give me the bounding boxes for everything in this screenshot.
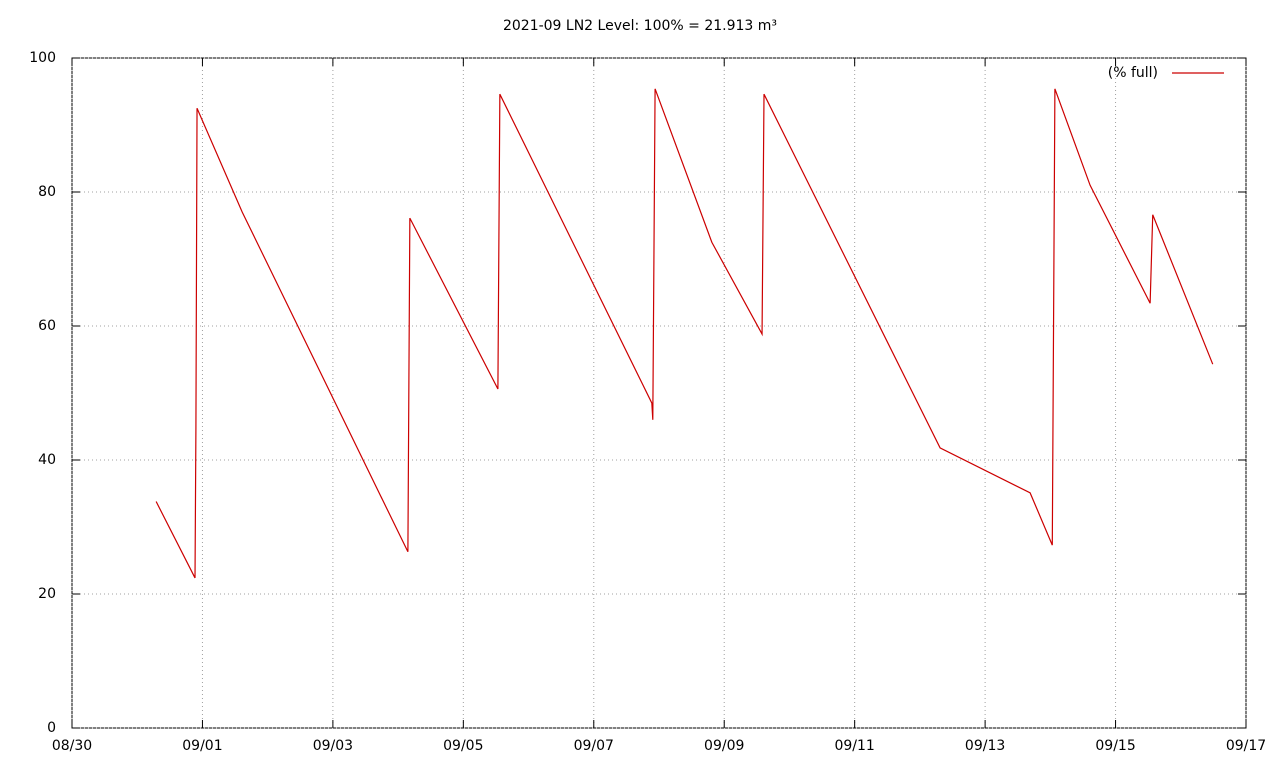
plot-frame <box>71 57 1247 729</box>
x-tick-label: 09/03 <box>313 738 353 754</box>
y-tick-label: 0 <box>47 720 56 736</box>
y-tick-label: 20 <box>38 586 56 602</box>
data-line <box>155 88 1214 579</box>
x-tick-label: 08/30 <box>52 738 92 754</box>
x-tick-label: 09/17 <box>1226 738 1266 754</box>
x-tick-label: 09/11 <box>834 738 874 754</box>
x-tick-label: 09/13 <box>965 738 1005 754</box>
x-tick-label: 09/01 <box>182 738 222 754</box>
chart-title: 2021-09 LN2 Level: 100% = 21.913 m³ <box>503 18 777 34</box>
x-tick-label: 09/05 <box>443 738 483 754</box>
y-tick-label: 60 <box>38 318 56 334</box>
y-tick-label: 40 <box>38 452 56 468</box>
x-tick-label: 09/09 <box>704 738 744 754</box>
legend-label: (% full) <box>1108 65 1158 81</box>
y-tick-label: 80 <box>38 184 56 200</box>
x-tick-label: 09/15 <box>1095 738 1135 754</box>
y-tick-label: 100 <box>29 50 56 66</box>
x-tick-label: 09/07 <box>574 738 614 754</box>
